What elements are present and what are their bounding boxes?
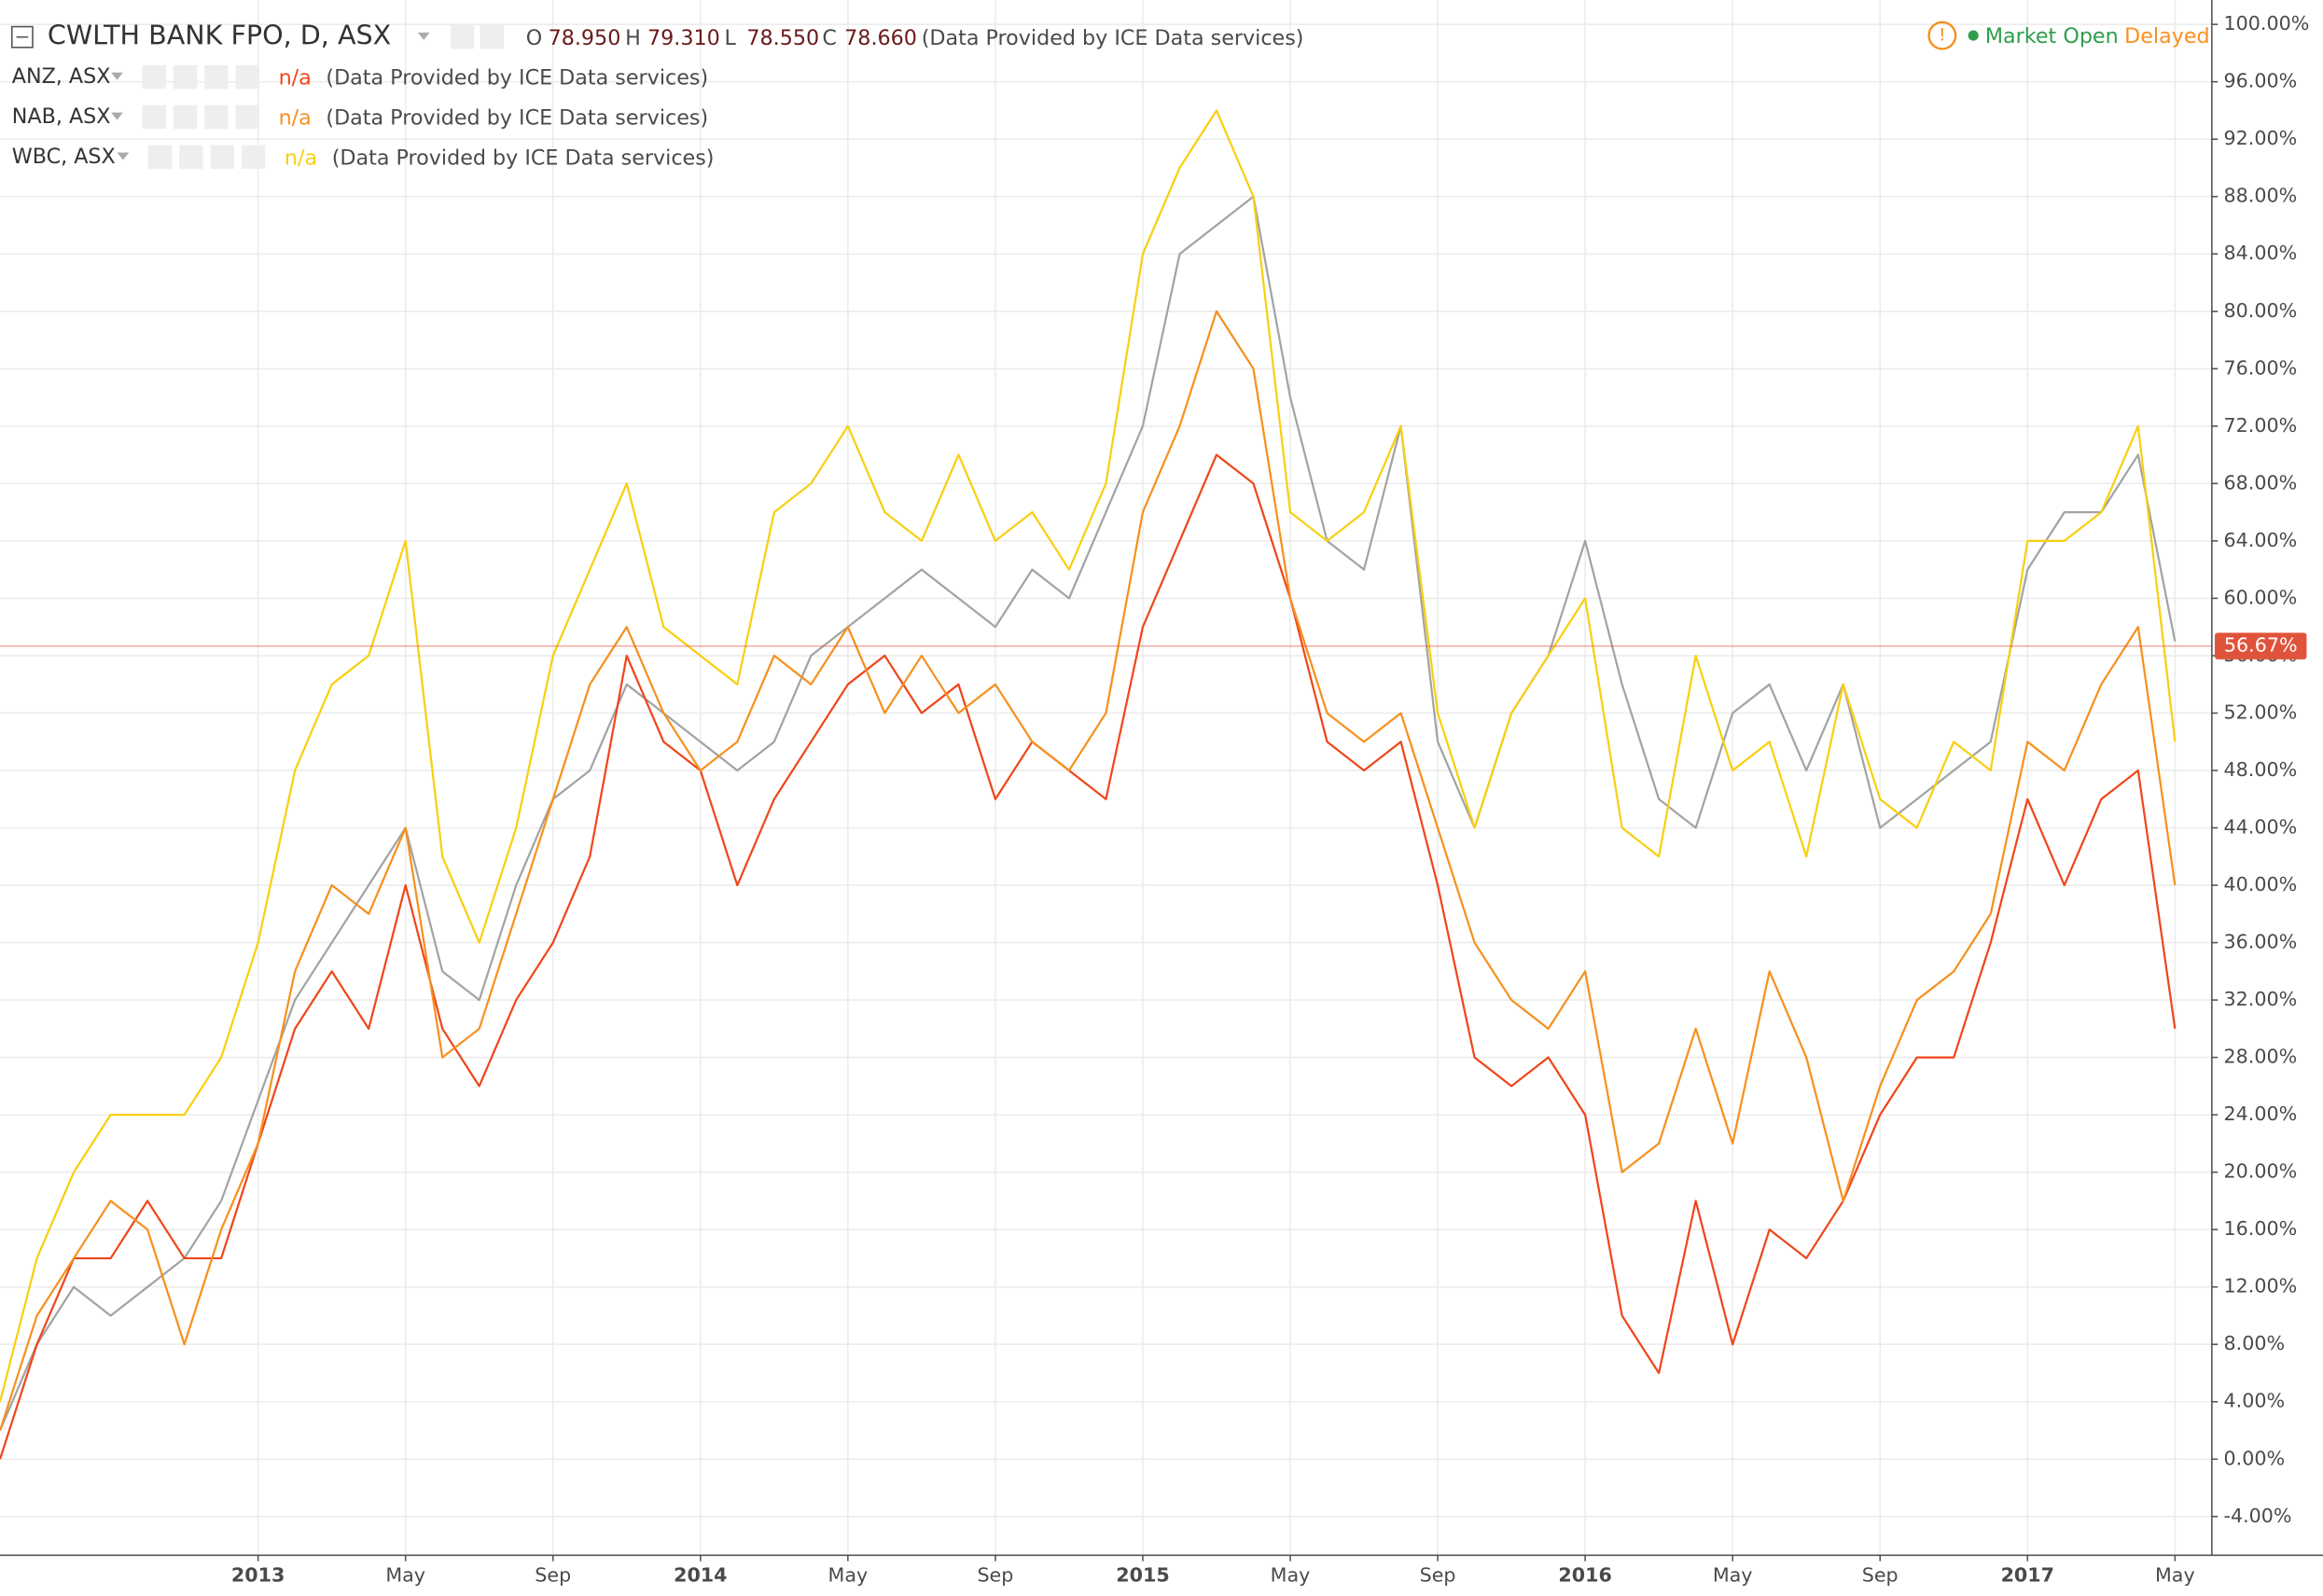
settings-icon[interactable] bbox=[480, 24, 504, 49]
legend-icon[interactable] bbox=[204, 64, 229, 90]
y-tick-label: 28.00% bbox=[2224, 1046, 2298, 1068]
dropdown-arrow[interactable] bbox=[417, 32, 430, 40]
x-tick-label: 2014 bbox=[674, 1564, 727, 1587]
y-tick-label: 40.00% bbox=[2224, 873, 2298, 895]
x-tick-label: May bbox=[2155, 1564, 2195, 1587]
legend-icon[interactable] bbox=[210, 145, 234, 170]
x-tick-label: Sep bbox=[535, 1564, 571, 1587]
legend-name: WBC, ASX bbox=[12, 145, 116, 169]
y-tick-label: 88.00% bbox=[2224, 185, 2298, 207]
legend-source: (Data Provided by ICE Data services) bbox=[332, 146, 715, 170]
series-line bbox=[0, 195, 2177, 1431]
legend-icon[interactable] bbox=[142, 104, 166, 130]
y-tick-label: 8.00% bbox=[2224, 1332, 2286, 1354]
series-line bbox=[0, 109, 2177, 1403]
legend-status: n/a bbox=[279, 66, 312, 90]
legend-icon[interactable] bbox=[147, 145, 173, 170]
legend: ANZ, ASX n/a (Data Provided by ICE Data se… bbox=[12, 64, 715, 170]
legend-icon[interactable] bbox=[173, 64, 198, 90]
legend-status: n/a bbox=[279, 106, 312, 131]
y-tick-label: 64.00% bbox=[2224, 529, 2298, 551]
main-symbol: CWLTH BANK FPO, D, ASX bbox=[48, 20, 391, 51]
ohlc-value: 78.660 bbox=[844, 26, 917, 50]
y-tick-label: 48.00% bbox=[2224, 758, 2298, 781]
x-tick-label: Sep bbox=[1862, 1564, 1899, 1587]
ohlc-value: 78.550 bbox=[746, 26, 819, 50]
x-tick-label: Sep bbox=[977, 1564, 1013, 1587]
price-label: 56.67% bbox=[2224, 634, 2298, 657]
x-tick-label: 2016 bbox=[1558, 1564, 1611, 1587]
market-dot bbox=[1968, 30, 1979, 41]
ohlc-value: 78.950 bbox=[549, 26, 621, 50]
y-tick-label: -4.00% bbox=[2224, 1505, 2292, 1527]
y-tick-label: 16.00% bbox=[2224, 1217, 2298, 1240]
data-source: (Data Provided by ICE Data services) bbox=[922, 26, 1304, 50]
y-tick-label: 0.00% bbox=[2224, 1447, 2286, 1469]
y-tick-label: 96.00% bbox=[2224, 70, 2298, 92]
legend-icon[interactable] bbox=[204, 104, 229, 130]
legend-icon[interactable] bbox=[179, 145, 203, 170]
y-tick-label: 52.00% bbox=[2224, 701, 2298, 723]
y-tick-label: 68.00% bbox=[2224, 471, 2298, 493]
x-tick-label: May bbox=[385, 1564, 425, 1587]
x-tick-label: May bbox=[828, 1564, 869, 1587]
y-tick-label: 60.00% bbox=[2224, 586, 2298, 608]
legend-status: n/a bbox=[285, 146, 317, 170]
y-tick-label: 92.00% bbox=[2224, 127, 2298, 149]
y-tick-label: 20.00% bbox=[2224, 1160, 2298, 1183]
dropdown-arrow[interactable] bbox=[111, 72, 123, 80]
ohlc-name: L bbox=[725, 26, 737, 50]
ohlc-name: O bbox=[526, 26, 543, 50]
y-tick-label: 100.00% bbox=[2224, 12, 2310, 35]
legend-icon[interactable] bbox=[142, 64, 166, 90]
y-tick-label: 84.00% bbox=[2224, 242, 2298, 264]
y-tick-label: 4.00% bbox=[2224, 1390, 2286, 1412]
ohlc-name: C bbox=[822, 26, 837, 50]
x-tick-label: May bbox=[1713, 1564, 1753, 1587]
legend-icon[interactable] bbox=[241, 145, 266, 170]
legend-icon[interactable] bbox=[173, 104, 198, 130]
x-tick-label: 2017 bbox=[2001, 1564, 2054, 1587]
legend-icon[interactable] bbox=[235, 104, 259, 130]
y-tick-label: 32.00% bbox=[2224, 988, 2298, 1010]
x-tick-label: 2015 bbox=[1116, 1564, 1169, 1587]
price-label-box bbox=[2215, 632, 2307, 659]
collapse-button[interactable] bbox=[10, 25, 34, 49]
y-tick-label: 44.00% bbox=[2224, 816, 2298, 839]
x-tick-label: May bbox=[1271, 1564, 1311, 1587]
ohlc-readout: O 78.950 H 79.310 L 78.550 C 78.660 bbox=[526, 26, 917, 50]
legend-source: (Data Provided by ICE Data services) bbox=[326, 66, 708, 90]
eye-icon[interactable] bbox=[450, 24, 475, 49]
x-tick-label: 2013 bbox=[231, 1564, 285, 1587]
market-icon-ring bbox=[1927, 21, 1957, 50]
legend-source: (Data Provided by ICE Data services) bbox=[326, 106, 708, 131]
y-tick-label: 24.00% bbox=[2224, 1103, 2298, 1125]
market-delay: Delayed bbox=[2124, 24, 2210, 49]
plot-lines bbox=[0, 109, 2212, 1460]
legend-name: ANZ, ASX bbox=[12, 64, 111, 89]
legend-icon[interactable] bbox=[235, 64, 259, 90]
market-icon: ! bbox=[1939, 25, 1946, 46]
y-tick-label: 36.00% bbox=[2224, 931, 2298, 953]
x-tick-label: Sep bbox=[1420, 1564, 1456, 1587]
series-line bbox=[0, 310, 2177, 1431]
legend-name: NAB, ASX bbox=[12, 104, 111, 129]
y-tick-label: 76.00% bbox=[2224, 356, 2298, 379]
ohlc-value: 79.310 bbox=[647, 26, 720, 50]
ohlc-name: H bbox=[625, 26, 641, 50]
y-tick-label: 72.00% bbox=[2224, 414, 2298, 437]
dropdown-arrow[interactable] bbox=[117, 152, 130, 160]
axes: -4.00% 0.00% 4.00% 8.00% 12.00% 16.00% 20.00% 2… bbox=[231, 12, 2309, 1586]
market-state: Market Open bbox=[1985, 24, 2119, 49]
y-tick-label: 80.00% bbox=[2224, 299, 2298, 322]
y-tick-label: 12.00% bbox=[2224, 1275, 2298, 1298]
series-line bbox=[0, 453, 2177, 1460]
dropdown-arrow[interactable] bbox=[111, 112, 123, 120]
